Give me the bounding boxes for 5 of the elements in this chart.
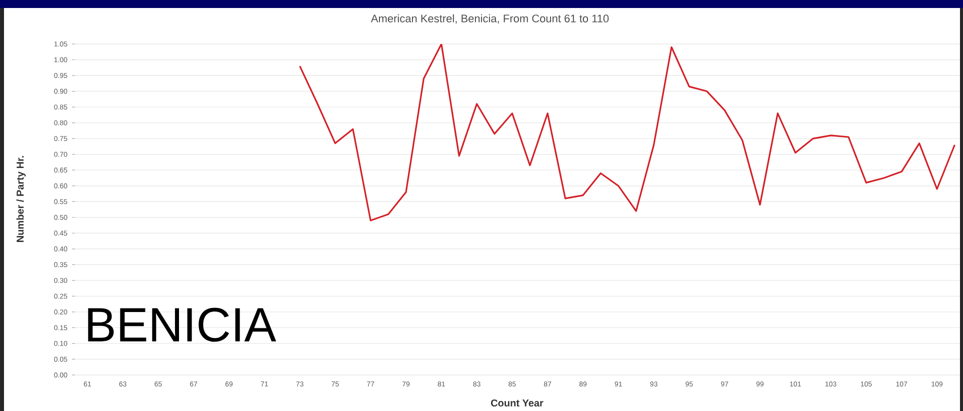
x-axis-title: Count Year (491, 399, 544, 407)
annotation: BENICIA (88, 308, 276, 342)
line-series (299, 44, 956, 222)
y-axis-title: Number / Party Hr. (16, 156, 26, 242)
chart-title: American Kestrel, Benicia, From Count 61 to 110 (370, 14, 609, 24)
